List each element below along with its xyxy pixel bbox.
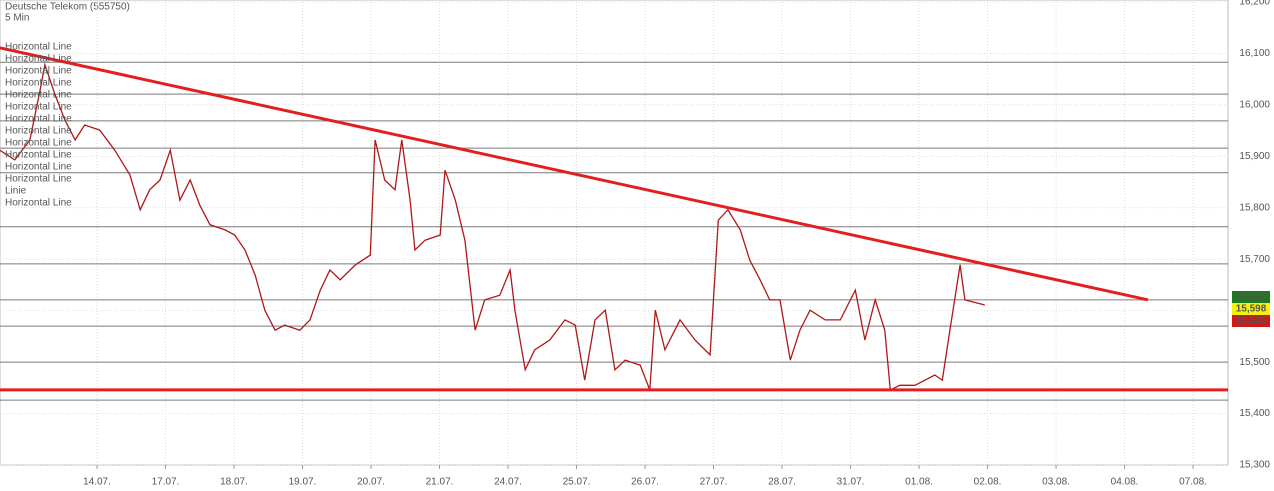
chart-subtitle: 5 Min: [5, 13, 29, 24]
price-tag: [1232, 315, 1270, 327]
x-tick-label: 14.07.: [83, 477, 111, 488]
y-tick-label: 16,200: [1239, 0, 1270, 8]
y-tick-label: 16,000: [1239, 100, 1270, 111]
annotation: Horizontal Line: [5, 198, 72, 209]
price-tag: [1232, 303, 1270, 315]
y-tick-label: 16,100: [1239, 48, 1270, 59]
y-tick-label: 15,800: [1239, 202, 1270, 213]
price-tag: [1232, 291, 1270, 303]
x-tick-label: 20.07.: [357, 477, 385, 488]
annotation: Horizontal Line: [5, 126, 72, 137]
annotation: Linie: [5, 186, 27, 197]
price-tag-label: 15,598: [1236, 304, 1267, 315]
x-tick-label: 25.07.: [563, 477, 591, 488]
x-tick-label: 18.07.: [220, 477, 248, 488]
y-tick-label: 15,900: [1239, 151, 1270, 162]
annotation: Horizontal Line: [5, 102, 72, 113]
x-tick-label: 28.07.: [768, 477, 796, 488]
annotation: Horizontal Line: [5, 174, 72, 185]
annotation: Horizontal Line: [5, 90, 72, 101]
price-tag-label: 15,610: [1236, 292, 1267, 303]
annotation: Horizontal Line: [5, 78, 72, 89]
price-tag-label: 15,585: [1236, 316, 1267, 327]
annotation: Horizontal Line: [5, 54, 72, 65]
y-tick-label: 15,300: [1239, 460, 1270, 471]
x-tick-label: 19.07.: [289, 477, 317, 488]
x-tick-label: 01.08.: [905, 477, 933, 488]
x-tick-label: 21.07.: [426, 477, 454, 488]
x-tick-label: 04.08.: [1111, 477, 1139, 488]
x-tick-label: 17.07.: [152, 477, 180, 488]
price-line: [0, 62, 985, 391]
annotation: Horizontal Line: [5, 42, 72, 53]
plot-area: [0, 0, 1229, 466]
x-tick-label: 02.08.: [974, 477, 1002, 488]
y-tick-label: 15,400: [1239, 408, 1270, 419]
y-tick-label: 15,700: [1239, 254, 1270, 265]
annotation: Horizontal Line: [5, 114, 72, 125]
y-tick-label: 15,500: [1239, 357, 1270, 368]
annotation: Horizontal Line: [5, 162, 72, 173]
annotation: Horizontal Line: [5, 138, 72, 149]
annotation: Horizontal Line: [5, 66, 72, 77]
chart-title: Deutsche Telekom (555750): [5, 2, 130, 13]
annotation: Horizontal Line: [5, 150, 72, 161]
x-tick-label: 24.07.: [494, 477, 522, 488]
x-tick-label: 07.08.: [1179, 477, 1207, 488]
x-tick-label: 03.08.: [1042, 477, 1070, 488]
x-tick-label: 27.07.: [700, 477, 728, 488]
x-tick-label: 31.07.: [837, 477, 865, 488]
trend-line: [0, 46, 1149, 302]
x-tick-label: 26.07.: [631, 477, 659, 488]
